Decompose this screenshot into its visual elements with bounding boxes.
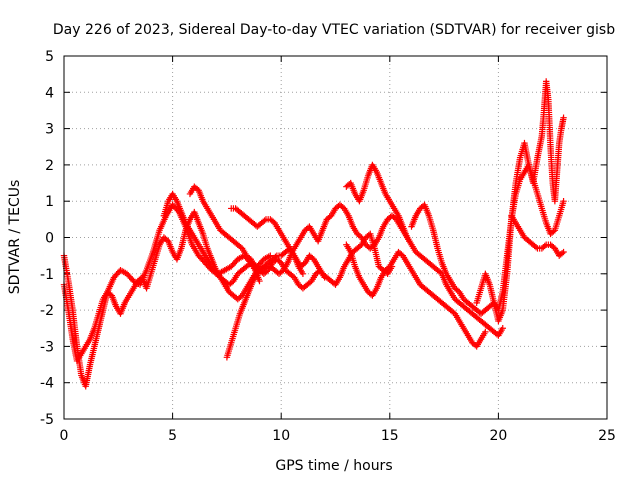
data-point	[532, 243, 540, 251]
data-series	[473, 78, 567, 325]
y-tick-label: 0	[45, 231, 54, 247]
y-tick-label: 3	[45, 122, 54, 138]
data-point	[560, 198, 567, 205]
x-tick-label: 15	[381, 428, 399, 444]
data-marks	[60, 78, 567, 390]
x-tick-label: 5	[168, 428, 177, 444]
data-point	[482, 328, 489, 336]
data-point	[261, 217, 268, 224]
y-tick-label: 4	[45, 85, 54, 101]
y-axis-label: SDTVAR / TECUs	[7, 180, 23, 295]
data-series	[343, 241, 489, 350]
data-point	[541, 242, 548, 250]
data-point	[550, 228, 557, 235]
x-tick-label: 0	[60, 428, 69, 444]
data-point	[299, 270, 307, 277]
x-tick-label: 20	[489, 428, 507, 444]
data-point	[499, 325, 506, 332]
x-tick-label: 10	[272, 428, 290, 444]
gridlines	[64, 56, 607, 419]
y-tick-label: 1	[45, 194, 54, 210]
y-tick-label: -2	[40, 303, 54, 319]
plot-frame	[63, 55, 608, 420]
data-series	[186, 183, 328, 292]
y-tick-label: -1	[40, 267, 54, 283]
data-point	[558, 250, 566, 257]
y-tick-label: 5	[45, 49, 54, 65]
data-point	[256, 277, 263, 285]
x-axis-label: GPS time / hours	[275, 458, 392, 474]
data-point	[560, 114, 567, 121]
x-tick-label: 25	[598, 428, 616, 444]
data-series	[343, 161, 506, 339]
y-tick-label: 2	[45, 158, 54, 174]
y-tick-label: -4	[40, 376, 54, 392]
data-point	[261, 264, 268, 271]
y-tick-label: -5	[40, 412, 54, 428]
data-series	[508, 212, 567, 259]
y-tick-label: -3	[40, 339, 54, 355]
data-point	[560, 248, 567, 256]
data-point	[267, 252, 274, 259]
data-series	[223, 201, 413, 361]
chart-title: Day 226 of 2023, Sidereal Day-to-day VTE…	[53, 22, 615, 38]
